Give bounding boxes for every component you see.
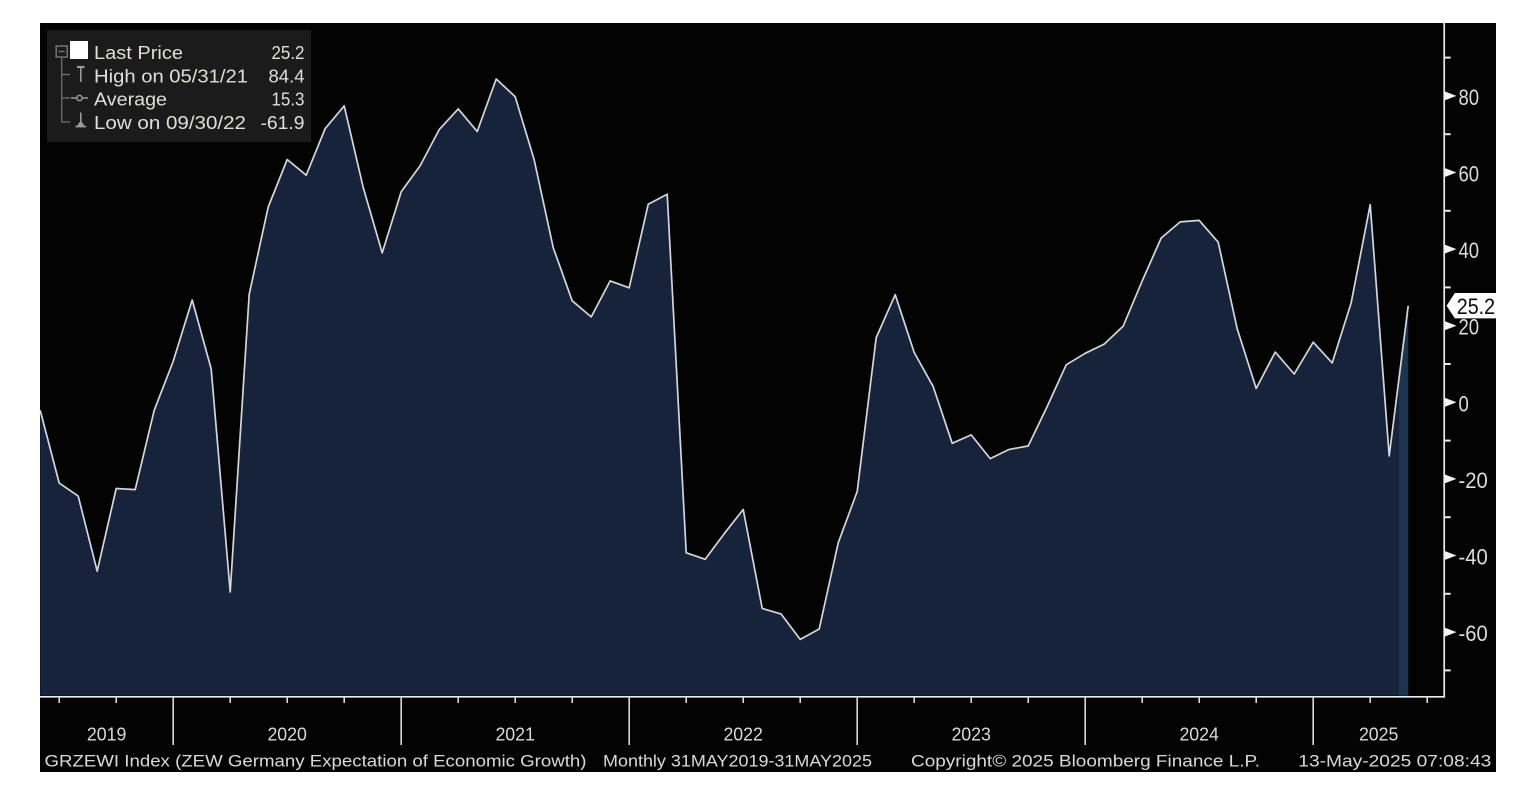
svg-text:Average: Average — [94, 90, 167, 110]
svg-text:-20: -20 — [1459, 468, 1488, 493]
svg-text:2020: 2020 — [267, 725, 307, 745]
svg-text:40: 40 — [1459, 238, 1480, 263]
svg-text:2024: 2024 — [1179, 725, 1219, 745]
svg-text:20: 20 — [1459, 315, 1480, 340]
svg-text:Low on 09/30/22: Low on 09/30/22 — [94, 113, 246, 133]
svg-text:Last Price: Last Price — [94, 43, 183, 63]
svg-text:13-May-2025 07:08:43: 13-May-2025 07:08:43 — [1298, 752, 1491, 771]
svg-text:15.3: 15.3 — [272, 90, 305, 110]
svg-text:2025: 2025 — [1359, 725, 1399, 745]
svg-text:Copyright© 2025 Bloomberg Fina: Copyright© 2025 Bloomberg Finance L.P. — [911, 752, 1260, 771]
svg-text:25.2: 25.2 — [272, 43, 305, 63]
svg-text:2019: 2019 — [87, 725, 127, 745]
svg-text:GRZEWI Index (ZEW Germany Expe: GRZEWI Index (ZEW Germany Expectation of… — [45, 752, 587, 771]
svg-text:60: 60 — [1459, 162, 1480, 187]
svg-text:80: 80 — [1459, 85, 1480, 110]
svg-text:0: 0 — [1459, 391, 1469, 416]
svg-text:25.2: 25.2 — [1457, 294, 1495, 319]
svg-text:2021: 2021 — [495, 725, 535, 745]
svg-text:84.4: 84.4 — [269, 66, 305, 86]
svg-text:-61.9: -61.9 — [261, 113, 305, 133]
svg-text:High on 05/31/21: High on 05/31/21 — [94, 66, 248, 86]
svg-text:-60: -60 — [1459, 621, 1488, 646]
svg-text:2023: 2023 — [951, 725, 991, 745]
svg-text:-40: -40 — [1459, 545, 1488, 570]
svg-text:Monthly 31MAY2019-31MAY2025: Monthly 31MAY2019-31MAY2025 — [603, 752, 872, 771]
svg-text:2022: 2022 — [723, 725, 763, 745]
